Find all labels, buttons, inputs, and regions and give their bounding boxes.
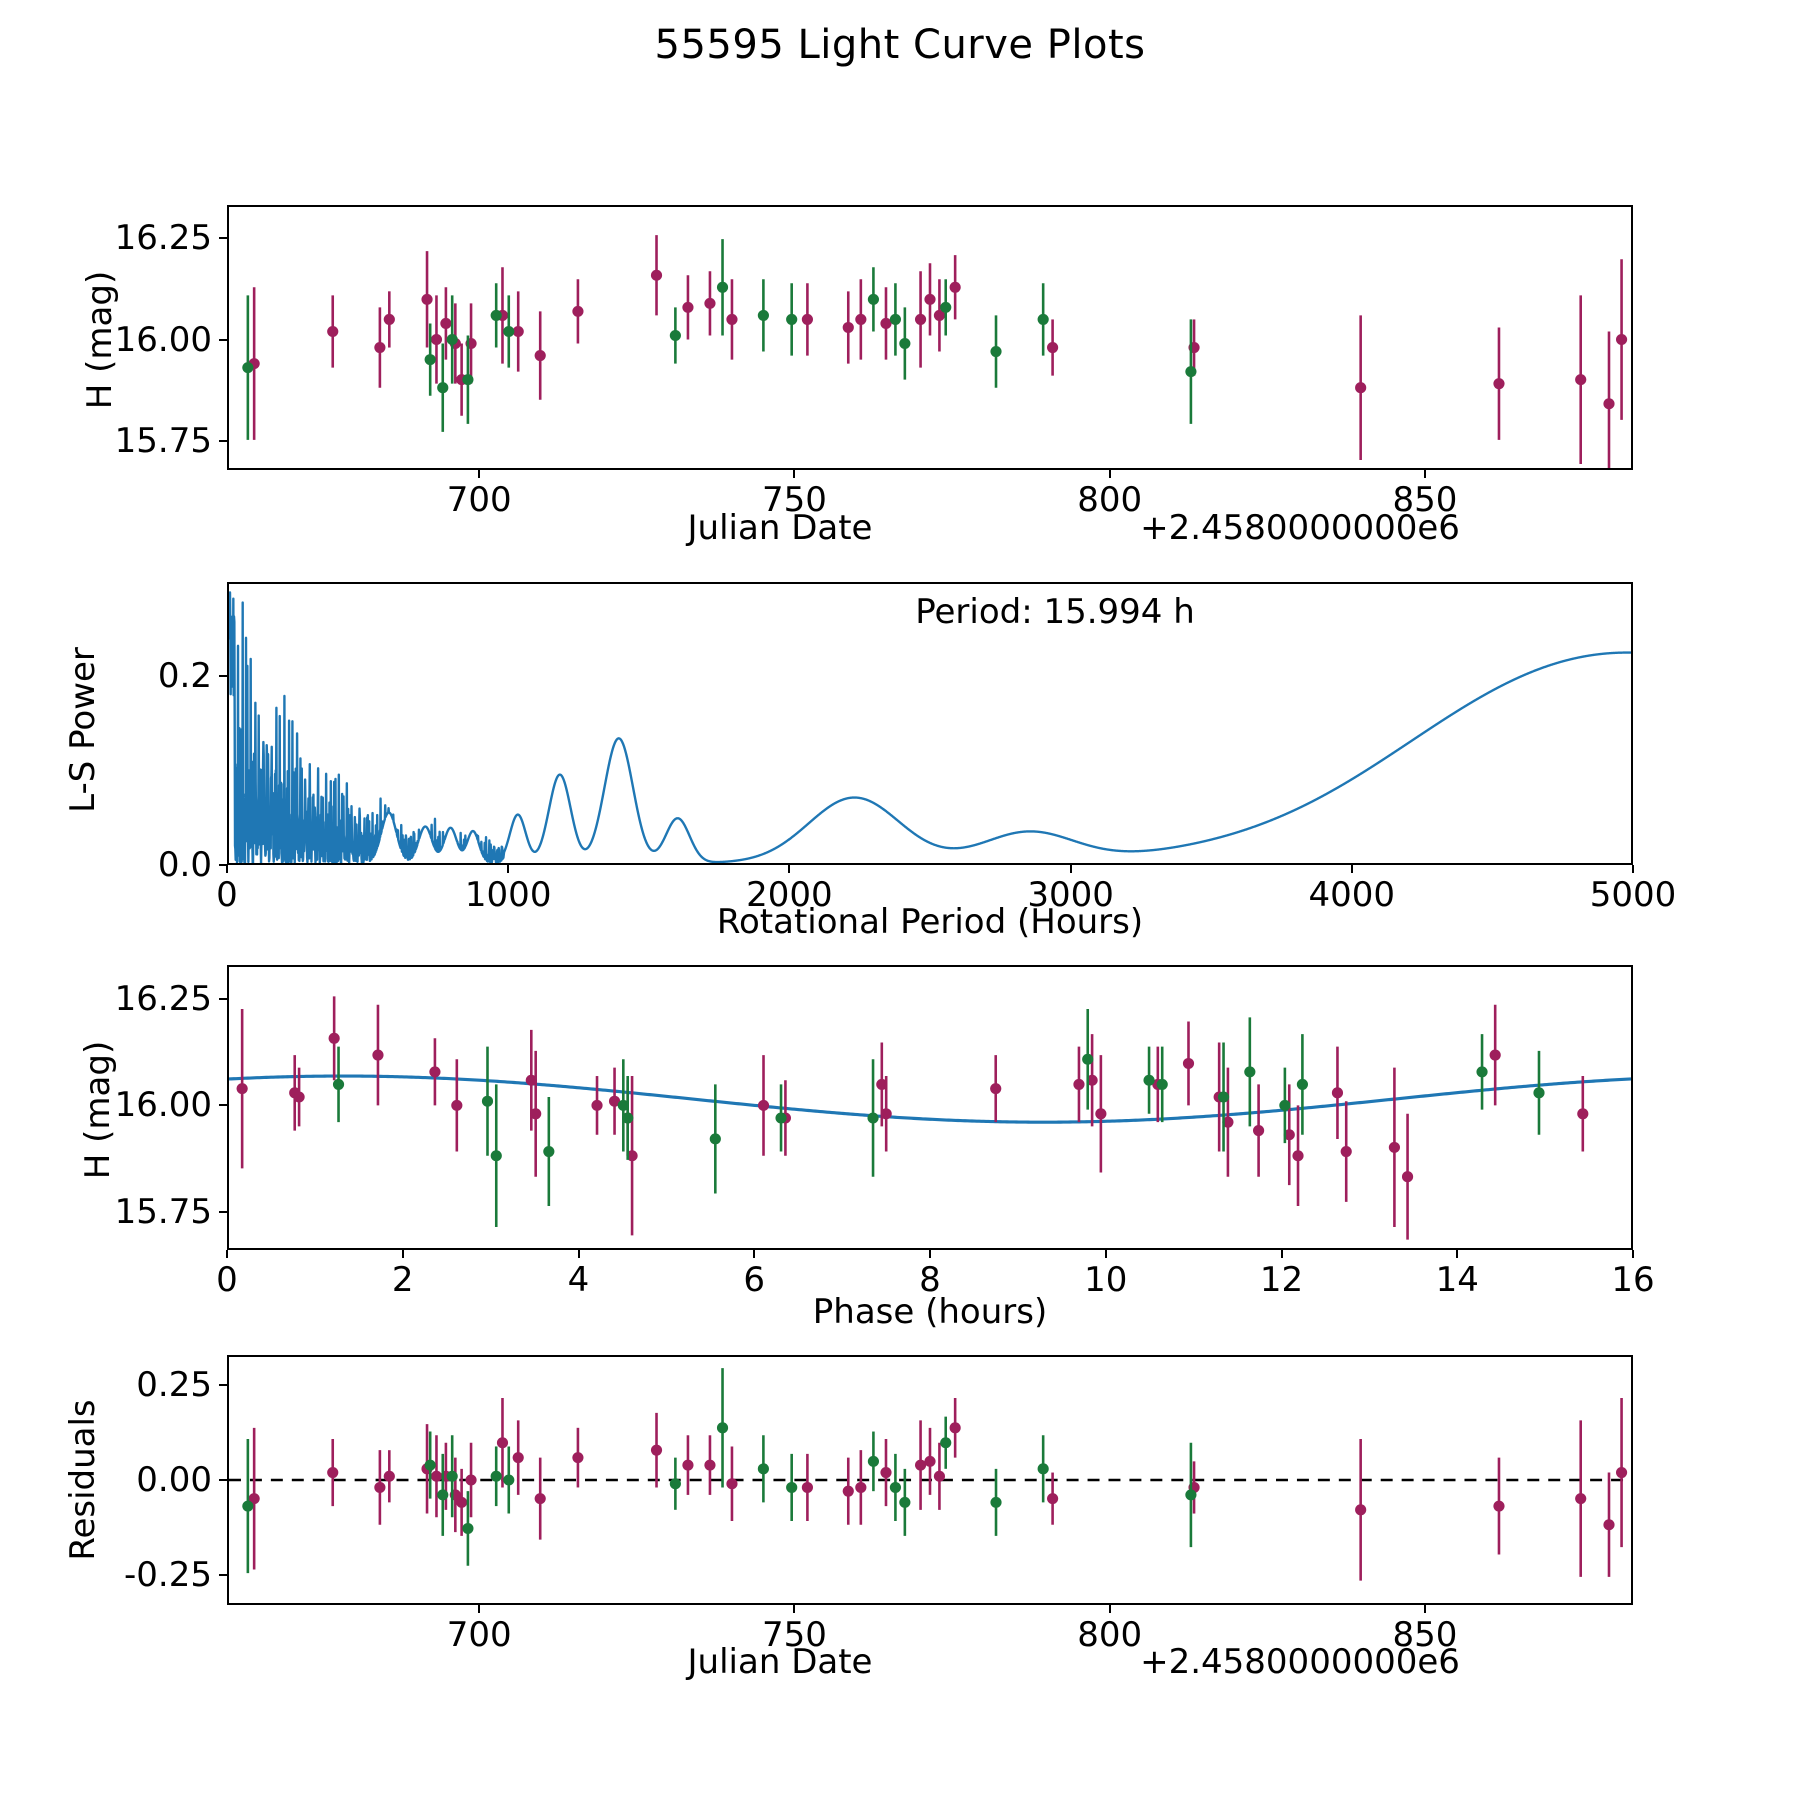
y-tick-label: 16.00 xyxy=(114,319,212,360)
x-tick-label: 850 xyxy=(1392,480,1458,520)
x-tick-mark xyxy=(788,865,791,873)
x-tick-label: 12 xyxy=(1259,1260,1304,1300)
series-green-band xyxy=(242,239,1197,440)
x-tick-label: 0 xyxy=(216,875,238,915)
x-tick-mark xyxy=(1108,1605,1111,1613)
y-tick-mark xyxy=(219,1384,227,1387)
sinusoidal-fit-line xyxy=(229,1074,1631,1124)
x-tick-mark xyxy=(929,1250,931,1258)
x-tick-label: 14 xyxy=(1435,1260,1479,1300)
x-tick-mark xyxy=(1423,470,1426,478)
x-tick-label: 750 xyxy=(761,1615,827,1655)
axes-frame-residuals xyxy=(227,1355,1633,1605)
series-magenta-band xyxy=(248,235,1628,468)
x-tick-mark xyxy=(1104,1250,1107,1258)
x-tick-mark xyxy=(793,470,796,478)
light-curve-plot-area xyxy=(242,235,1628,468)
y-tick-label: 15.75 xyxy=(114,421,212,462)
x-tick-label: 2000 xyxy=(746,875,833,915)
y-tick-label: 0.00 xyxy=(136,1460,212,1500)
periodogram-plot-area xyxy=(229,591,1631,863)
x-tick-label: 5000 xyxy=(1589,875,1677,915)
axis-offset-text-1: +2.4580000000e6 xyxy=(1140,508,1460,548)
period-annotation: Period: 15.994 h xyxy=(915,592,1195,632)
x-tick-mark xyxy=(1069,865,1072,873)
y-tick-mark xyxy=(219,440,227,443)
axes-frame-phase-folded xyxy=(227,965,1633,1250)
x-tick-label: 10 xyxy=(1084,1260,1128,1300)
panel-residuals xyxy=(227,1355,1633,1605)
x-tick-label: 2 xyxy=(391,1260,414,1300)
y-tick-label: 16.00 xyxy=(114,1085,212,1126)
x-tick-mark xyxy=(1632,1250,1634,1258)
axis-label-ls-power: L-S Power xyxy=(63,647,103,813)
y-tick-mark xyxy=(219,1104,227,1107)
x-tick-mark xyxy=(753,1250,756,1258)
x-tick-label: 750 xyxy=(761,480,827,520)
x-tick-mark xyxy=(478,470,481,478)
x-tick-label: 16 xyxy=(1611,1260,1655,1300)
series-green-band xyxy=(242,1368,1197,1574)
y-tick-mark xyxy=(219,675,227,678)
x-tick-label: 3000 xyxy=(1027,875,1114,915)
x-tick-mark xyxy=(1632,865,1634,873)
figure-title: 55595 Light Curve Plots xyxy=(654,22,1146,68)
x-tick-label: 700 xyxy=(446,1615,512,1655)
panel-phase-folded xyxy=(227,965,1633,1250)
y-tick-label: 0.25 xyxy=(136,1365,212,1406)
x-tick-mark xyxy=(1456,1250,1459,1258)
residuals-plot-area xyxy=(229,1368,1631,1581)
axes-frame-light-curve xyxy=(227,205,1633,470)
x-tick-mark xyxy=(1108,470,1111,478)
periodogram-power-line xyxy=(229,591,1631,863)
y-tick-label: 16.25 xyxy=(114,979,212,1020)
y-tick-mark xyxy=(219,1479,227,1481)
x-tick-label: 4 xyxy=(567,1260,590,1300)
phase-folded-plot-area xyxy=(229,996,1631,1240)
axis-label-phase-hours: Phase (hours) xyxy=(812,1292,1048,1332)
y-tick-label: 0.2 xyxy=(157,656,212,697)
panel-periodogram xyxy=(227,582,1633,865)
x-tick-mark xyxy=(507,865,510,873)
x-tick-mark xyxy=(401,1250,404,1258)
x-tick-label: 1000 xyxy=(464,875,552,915)
x-tick-mark xyxy=(1280,1250,1283,1258)
x-tick-mark xyxy=(478,1605,481,1613)
y-tick-mark xyxy=(219,1210,227,1213)
x-tick-mark xyxy=(226,1250,228,1258)
y-tick-label: 16.25 xyxy=(114,217,212,258)
x-tick-label: 0 xyxy=(216,1260,238,1300)
y-tick-mark xyxy=(219,338,227,341)
axis-label-julian-date-2: Julian Date xyxy=(687,1642,873,1682)
x-tick-label: 6 xyxy=(743,1260,766,1300)
x-tick-label: 4000 xyxy=(1308,875,1396,915)
y-tick-mark xyxy=(219,998,227,1001)
series-magenta-band xyxy=(236,996,1589,1240)
panel-light-curve xyxy=(227,205,1633,470)
series-green-band xyxy=(332,1008,1545,1228)
series-magenta-band xyxy=(248,1398,1628,1581)
x-tick-label: 800 xyxy=(1077,1615,1143,1655)
x-tick-mark xyxy=(577,1250,580,1258)
y-tick-mark xyxy=(219,1573,227,1576)
x-tick-mark xyxy=(1350,865,1353,873)
x-tick-label: 800 xyxy=(1077,480,1143,520)
axis-label-rotational-period: Rotational Period (Hours) xyxy=(716,902,1144,942)
y-tick-mark xyxy=(219,236,227,239)
axes-frame-periodogram xyxy=(227,582,1633,865)
y-tick-label: 0.0 xyxy=(157,845,212,885)
axis-offset-text-2: +2.4580000000e6 xyxy=(1140,1642,1460,1682)
x-tick-mark xyxy=(226,865,228,873)
x-tick-label: 8 xyxy=(919,1260,941,1300)
y-tick-label: -0.25 xyxy=(124,1554,212,1595)
axis-label-julian-date-1: Julian Date xyxy=(687,508,873,548)
x-tick-mark xyxy=(1423,1605,1426,1613)
y-tick-mark xyxy=(219,864,227,866)
x-tick-mark xyxy=(793,1605,796,1613)
x-tick-label: 700 xyxy=(446,480,512,520)
x-tick-label: 850 xyxy=(1392,1615,1458,1655)
y-tick-label: 15.75 xyxy=(114,1191,212,1232)
